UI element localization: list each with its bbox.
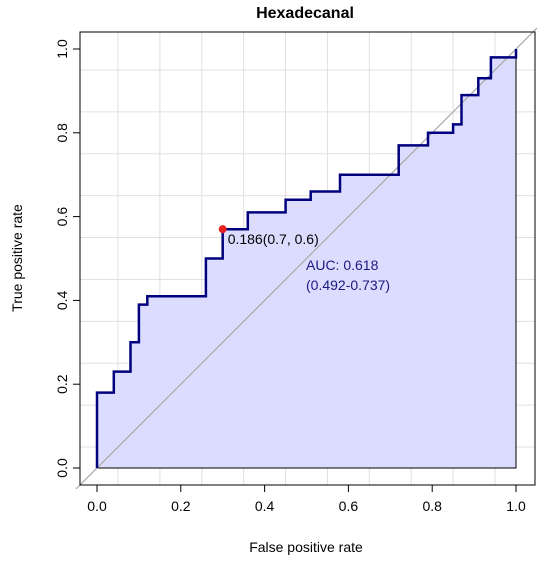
roc-curve [95, 49, 518, 468]
auc-ci-label: (0.492-0.737) [306, 277, 390, 293]
threshold-point [218, 225, 227, 234]
x-tick-label: 0.0 [87, 498, 107, 514]
y-tick-label: 0.6 [54, 207, 70, 227]
plot-frame [79, 31, 536, 486]
x-axis-label: False positive rate [249, 539, 363, 555]
y-tick-label: 1.0 [54, 39, 70, 59]
y-axis-label: True positive rate [9, 204, 25, 312]
x-tick-label: 0.2 [171, 498, 191, 514]
x-tick-label: 0.8 [422, 498, 442, 514]
x-tick-label: 0.6 [339, 498, 359, 514]
threshold-label: 0.186(0.7, 0.6) [228, 231, 319, 247]
x-axis: 0.0 0.2 0.4 0.6 0.8 1.0 [87, 485, 526, 514]
y-axis: 0.0 0.2 0.4 0.6 0.8 1.0 [54, 39, 80, 478]
reference-diagonal [75, 27, 538, 490]
y-tick-label: 0.4 [54, 290, 70, 310]
y-tick-label: 0.0 [54, 458, 70, 478]
auc-label: AUC: 0.618 [306, 257, 379, 273]
chart-title: Hexadecanal [256, 5, 354, 22]
y-tick-label: 0.8 [54, 123, 70, 143]
x-tick-label: 0.4 [255, 498, 275, 514]
x-tick-label: 1.0 [506, 498, 526, 514]
y-tick-label: 0.2 [54, 374, 70, 394]
